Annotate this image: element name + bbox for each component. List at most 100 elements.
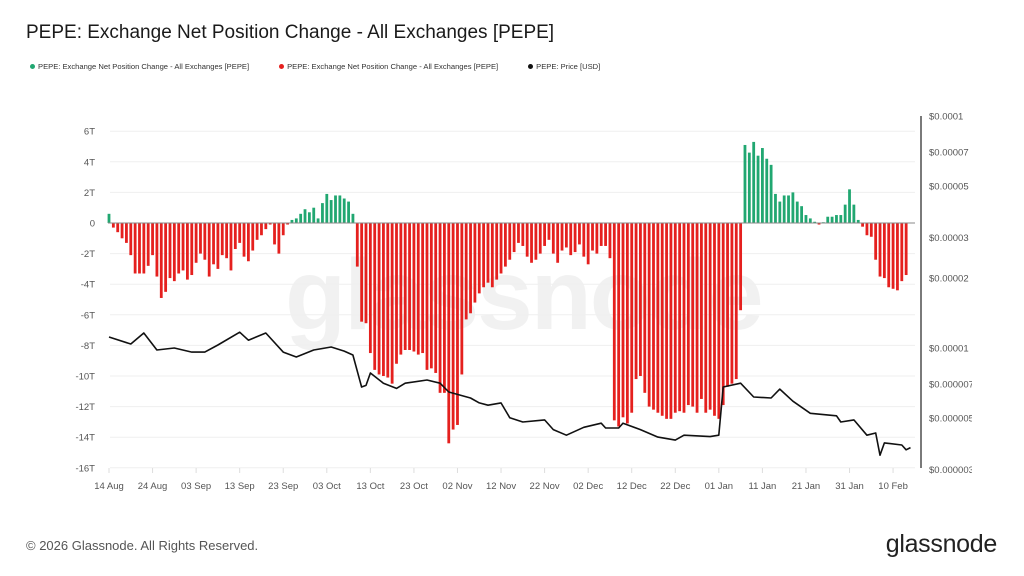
- outflow-bar: [639, 223, 642, 376]
- inflow-bar: [299, 213, 303, 223]
- x-tick-label: 12 Nov: [486, 481, 516, 492]
- outflow-bar: [621, 223, 625, 418]
- outflow-bar: [425, 223, 429, 370]
- x-tick-label: 31 Jan: [835, 481, 864, 492]
- outflow-bar: [543, 223, 546, 246]
- outflow-bar: [421, 223, 425, 354]
- inflow-bar: [800, 206, 804, 223]
- inflow-bar: [752, 141, 756, 223]
- outflow-bar: [573, 223, 577, 253]
- outflow-bar: [377, 223, 381, 375]
- legend-item-outflow[interactable]: PEPE: Exchange Net Position Change - All…: [279, 62, 498, 71]
- outflow-bar: [887, 223, 891, 288]
- outflow-bar: [739, 223, 743, 311]
- outflow-bar: [896, 223, 899, 291]
- outflow-bar: [521, 223, 525, 246]
- outflow-bar: [630, 223, 634, 413]
- y-right-tick-label: $0.00001: [929, 344, 969, 355]
- y-left-tick-label: -4T: [81, 280, 95, 291]
- x-tick-label: 22 Dec: [660, 481, 690, 492]
- inflow-bar: [290, 219, 294, 223]
- legend-item-price[interactable]: PEPE: Price [USD]: [528, 62, 600, 71]
- outflow-bar: [726, 223, 729, 387]
- inflow-bar: [843, 204, 847, 223]
- outflow-bar: [569, 223, 573, 256]
- outflow-bar: [678, 223, 682, 412]
- x-tick-label: 23 Sep: [268, 481, 298, 492]
- outflow-bar: [355, 223, 359, 267]
- price-line: [108, 331, 911, 457]
- inflow-bar: [787, 195, 790, 223]
- x-tick-label: 12 Dec: [617, 481, 647, 492]
- outflow-bar: [595, 223, 599, 254]
- outflow-bar: [891, 223, 895, 289]
- outflow-bar: [691, 223, 695, 407]
- outflow-bar: [578, 223, 581, 245]
- outflow-bar: [125, 223, 128, 243]
- outflow-bar: [900, 223, 904, 282]
- outflow-bar: [373, 223, 377, 370]
- outflow-bar: [364, 223, 368, 324]
- outflow-bar: [238, 223, 242, 243]
- outflow-bar: [199, 223, 202, 254]
- inflow-bar: [808, 218, 812, 223]
- inflow-bar: [795, 201, 799, 223]
- outflow-bar: [164, 223, 168, 292]
- x-tick-label: 23 Oct: [400, 481, 428, 492]
- y-right-tick-label: $0.000005: [929, 413, 974, 424]
- x-tick-label: 24 Aug: [138, 481, 168, 492]
- inflow-bar: [765, 158, 769, 223]
- y-left-tick-label: -12T: [75, 402, 95, 413]
- outflow-bar: [713, 223, 716, 416]
- outflow-bar: [186, 223, 189, 280]
- outflow-bar: [416, 223, 420, 355]
- inflow-bar: [342, 198, 346, 223]
- y-left-tick-label: -14T: [75, 433, 95, 444]
- y-right-tick-label: $0.000007: [929, 379, 974, 390]
- x-tick-label: 11 Jan: [748, 481, 776, 492]
- outflow-bar: [625, 223, 629, 424]
- inflow-bar: [307, 212, 311, 223]
- inflow-bar: [791, 192, 795, 223]
- x-tick-label: 02 Nov: [442, 481, 472, 492]
- outflow-bar: [120, 223, 124, 239]
- inflow-bar: [329, 200, 333, 223]
- y-left-tick-label: 4T: [84, 157, 95, 168]
- y-right-tick-label: $0.00005: [929, 181, 969, 192]
- inflow-bar: [321, 203, 324, 223]
- x-tick-label: 03 Oct: [313, 481, 341, 492]
- y-right-tick-label: $0.000003: [929, 465, 974, 476]
- x-tick-label: 03 Sep: [181, 481, 211, 492]
- inflow-bar: [312, 207, 316, 223]
- y-left-tick-label: -2T: [81, 249, 95, 260]
- outflow-bar: [669, 223, 673, 419]
- outflow-bar: [652, 223, 655, 410]
- red-dot-icon: [279, 64, 285, 69]
- outflow-bar: [604, 223, 607, 246]
- inflow-bar: [334, 195, 337, 223]
- outflow-bar: [429, 223, 433, 369]
- outflow-bar: [281, 223, 285, 236]
- outflow-bar: [264, 223, 268, 230]
- outflow-bar: [473, 223, 477, 303]
- outflow-bar: [547, 223, 551, 240]
- outflow-bar: [499, 223, 503, 274]
- outflow-bar: [560, 223, 564, 251]
- y-left-tick-label: 0: [90, 219, 95, 230]
- y-right-tick-label: $0.0001: [929, 112, 963, 123]
- outflow-bar: [464, 223, 468, 320]
- inflow-bar: [852, 204, 856, 223]
- y-right-tick-label: $0.00002: [929, 274, 969, 285]
- black-dot-icon: [528, 64, 534, 69]
- outflow-bar: [482, 223, 486, 288]
- outflow-bar: [138, 223, 141, 274]
- legend-item-inflow[interactable]: PEPE: Exchange Net Position Change - All…: [30, 62, 249, 71]
- outflow-bar: [151, 223, 154, 256]
- x-tick-label: 10 Feb: [878, 481, 908, 492]
- outflow-bar: [456, 223, 459, 425]
- outflow-bar: [194, 223, 198, 263]
- outflow-bar: [534, 223, 538, 260]
- outflow-bar: [865, 223, 869, 236]
- outflow-bar: [469, 223, 472, 314]
- outflow-bar: [203, 223, 207, 260]
